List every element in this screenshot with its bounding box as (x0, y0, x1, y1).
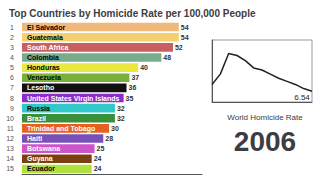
svg-text:Colombia: Colombia (27, 54, 59, 61)
svg-text:52: 52 (175, 44, 183, 51)
svg-text:28: 28 (105, 135, 113, 142)
svg-text:6: 6 (10, 74, 14, 81)
svg-text:36: 36 (129, 84, 137, 91)
svg-text:6.54: 6.54 (294, 93, 310, 102)
svg-text:Trinidad and Tobago: Trinidad and Tobago (27, 125, 95, 133)
svg-text:35: 35 (126, 95, 134, 102)
svg-text:32: 32 (117, 115, 125, 122)
svg-text:40: 40 (140, 64, 148, 71)
svg-text:Top Countries by Homicide Rate: Top Countries by Homicide Rate per 100,0… (9, 8, 256, 19)
svg-text:Botswana: Botswana (27, 145, 60, 152)
svg-text:Guyana: Guyana (27, 155, 53, 163)
svg-text:37: 37 (131, 74, 139, 81)
svg-text:24: 24 (94, 165, 102, 172)
svg-text:Ecuador: Ecuador (27, 165, 55, 172)
svg-text:8: 8 (10, 95, 14, 102)
svg-text:Honduras: Honduras (27, 64, 60, 71)
svg-text:Brazil: Brazil (27, 115, 46, 122)
svg-text:4: 4 (10, 54, 14, 61)
svg-text:World Homicide Rate: World Homicide Rate (227, 113, 303, 122)
svg-text:30: 30 (111, 125, 119, 132)
svg-text:12: 12 (6, 135, 14, 142)
svg-text:El Salvador: El Salvador (27, 24, 65, 31)
svg-text:25: 25 (97, 145, 105, 152)
svg-text:54: 54 (181, 24, 189, 31)
svg-text:1: 1 (10, 24, 14, 31)
svg-text:11: 11 (7, 125, 14, 132)
svg-text:13: 13 (6, 145, 14, 152)
svg-text:3: 3 (10, 44, 14, 51)
svg-text:Haiti: Haiti (27, 135, 42, 142)
svg-text:United States Virgin Islands: United States Virgin Islands (27, 95, 120, 103)
svg-text:24: 24 (94, 155, 102, 162)
svg-text:Russia: Russia (27, 105, 50, 112)
svg-text:Guatemala: Guatemala (27, 34, 63, 41)
svg-text:Lesotho: Lesotho (27, 84, 54, 91)
svg-text:2: 2 (10, 34, 14, 41)
svg-text:32: 32 (117, 105, 125, 112)
svg-text:Venezuela: Venezuela (27, 74, 61, 81)
svg-text:15: 15 (6, 165, 14, 172)
svg-text:2006: 2006 (234, 126, 296, 157)
svg-text:9: 9 (10, 105, 14, 112)
svg-text:10: 10 (6, 115, 14, 122)
svg-text:48: 48 (163, 54, 171, 61)
svg-text:South Africa: South Africa (27, 44, 68, 51)
svg-text:7: 7 (10, 84, 14, 91)
svg-text:5: 5 (10, 64, 14, 71)
svg-text:54: 54 (181, 34, 189, 41)
svg-text:14: 14 (6, 155, 14, 162)
